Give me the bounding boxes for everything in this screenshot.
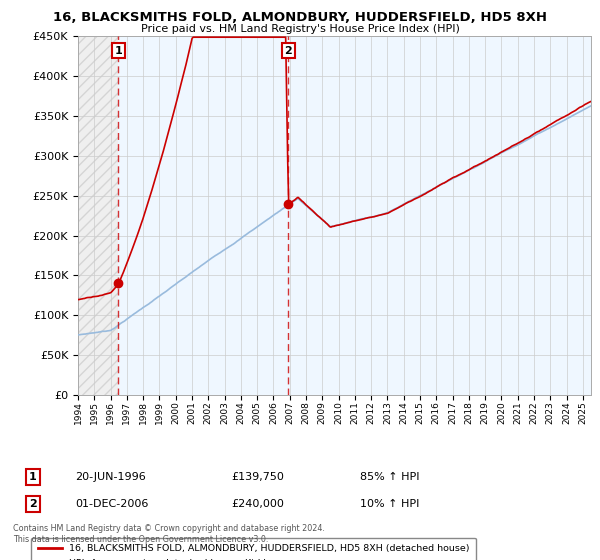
Text: This data is licensed under the Open Government Licence v3.0.: This data is licensed under the Open Gov… — [13, 535, 269, 544]
Text: 2: 2 — [29, 499, 37, 509]
Text: £240,000: £240,000 — [231, 499, 284, 509]
Bar — [78, 36, 118, 395]
Text: £139,750: £139,750 — [231, 472, 284, 482]
Legend: 16, BLACKSMITHS FOLD, ALMONDBURY, HUDDERSFIELD, HD5 8XH (detached house), HPI: A: 16, BLACKSMITHS FOLD, ALMONDBURY, HUDDER… — [31, 538, 476, 560]
Text: 2: 2 — [284, 46, 292, 56]
Bar — [118, 36, 591, 395]
Text: Price paid vs. HM Land Registry's House Price Index (HPI): Price paid vs. HM Land Registry's House … — [140, 24, 460, 34]
Text: 16, BLACKSMITHS FOLD, ALMONDBURY, HUDDERSFIELD, HD5 8XH: 16, BLACKSMITHS FOLD, ALMONDBURY, HUDDER… — [53, 11, 547, 24]
Text: 1: 1 — [115, 46, 122, 56]
Text: Contains HM Land Registry data © Crown copyright and database right 2024.: Contains HM Land Registry data © Crown c… — [13, 524, 325, 533]
Text: 20-JUN-1996: 20-JUN-1996 — [75, 472, 146, 482]
Text: 10% ↑ HPI: 10% ↑ HPI — [360, 499, 419, 509]
Text: 85% ↑ HPI: 85% ↑ HPI — [360, 472, 419, 482]
Text: 01-DEC-2006: 01-DEC-2006 — [75, 499, 148, 509]
Text: 1: 1 — [29, 472, 37, 482]
